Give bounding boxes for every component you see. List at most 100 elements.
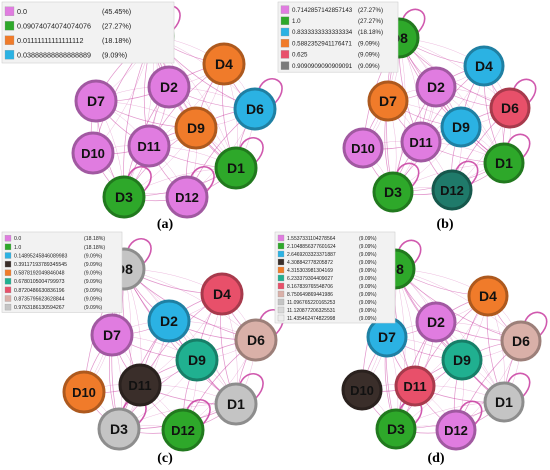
legend-item: 0.14895245846089983 (9.09%) [4,252,102,259]
legend-swatch [280,39,290,48]
legend-value: 1.5537331104278564 [287,236,336,242]
node-label: D9 [187,120,205,136]
node-d11: D11 [394,365,436,407]
node-circle [127,124,171,168]
legend-value: 0.8720486630836196 [14,288,65,294]
node-label: D2 [427,79,445,95]
legend-value: 4.308842778205872 [287,260,333,266]
legend-percent: (27.27%) [358,18,383,25]
legend-percent: (27.27%) [102,21,131,30]
node-label: D3 [384,184,402,200]
legend-item: 2.6469203323371887 (9.09%) [277,250,377,258]
node-circle [214,146,258,190]
self-loop-d6 [258,78,283,104]
legend-value: 0.14895245846089983 [14,253,67,259]
legend-item: 11.096765220165253 (9.09%) [277,298,377,306]
panel-label: (d) [427,451,444,466]
node-circle [375,408,417,450]
legend-value: 0.5878192049846048 [14,271,65,277]
edge-d1-d8 [394,268,505,403]
node-label: D10 [350,383,374,398]
legend-value: 0.03888888888888889 [17,50,91,59]
node-label: D4 [479,288,497,304]
node-d10: D10 [71,131,115,175]
node-label: D3 [115,189,133,205]
legend-item: 0.5878192049846048 (9.09%) [4,269,102,277]
node-d12: D12 [161,408,205,452]
node-d12: D12 [431,169,473,211]
legend: 1.5537331104278564 (9.09%)2.1048856377601… [274,231,396,324]
node-label: D4 [213,286,231,302]
legend-value: 0.0 [14,236,21,242]
node-circle [147,299,191,343]
legend-percent: (9.09%) [102,50,127,59]
node-circle [161,408,205,452]
node-d4: D4 [467,275,509,317]
legend-box [1,231,123,313]
node-label: D6 [512,333,530,349]
node-d9: D9 [440,106,482,148]
self-loop-d8 [402,8,426,33]
node-circle [489,87,531,129]
legend-value: 1.0 [292,18,301,25]
legend-item: 0.01111111111111112 (18.18%) [4,35,131,45]
legend-item: 0.6780105004799973 (9.09%) [4,278,102,285]
legend-value: 8.750649869441986 [287,292,333,298]
node-d3: D3 [102,175,146,219]
legend-percent: (18.18%) [84,236,105,242]
node-d1: D1 [483,142,525,184]
node-d10: D10 [62,370,106,414]
node-d7: D7 [90,313,134,357]
node-circle [341,369,383,411]
node-circle [483,381,525,423]
node-d3: D3 [375,408,417,450]
legend-swatch [4,50,15,60]
node-label: D1 [227,160,245,176]
node-d4: D4 [202,42,246,86]
legend-item: 0.7142857142857143 (27.27%) [280,5,383,14]
legend-box [274,231,396,324]
legend-percent: (9.09%) [84,305,102,311]
node-d9: D9 [441,339,483,381]
node-d1: D1 [214,382,258,426]
legend-swatch [280,16,290,25]
node-d11: D11 [118,363,162,407]
node-circle [440,106,482,148]
node-d7: D7 [366,316,408,358]
legend-swatch [4,35,15,45]
node-d9: D9 [175,338,219,382]
legend: 0.7142857142857143 (27.27%) 1.0 (27.27%) 0.8… [277,1,399,73]
panel-a: D8D4D7D2D6D9D10D11D1D3D120.0(45.45%)0.09… [1,1,283,232]
legend-swatch [277,250,285,258]
node-circle [483,142,525,184]
self-loop-d3 [127,166,152,192]
self-loop-d12 [455,160,479,185]
legend-percent: (9.09%) [359,276,377,282]
legend-item: 0.0 (18.18%) [4,235,105,242]
node-d6: D6 [489,87,531,129]
panel-label: (c) [157,451,173,466]
node-circle [435,409,477,451]
legend-value: 0.5882352941176471 [292,40,352,47]
legend-item: 0.8720486630836196 (9.09%) [4,286,102,294]
legend-box [277,1,399,73]
legend-value: 4.315303981304169 [287,268,333,274]
node-label: D10 [81,146,105,161]
legend-value: 0.6780105004799973 [14,279,65,285]
node-d10: D10 [341,369,383,411]
node-label: D1 [495,394,513,410]
node-circle [74,79,118,123]
node-d4: D4 [463,45,505,87]
self-loop-d3 [396,162,420,187]
node-label: D9 [452,119,470,135]
self-loop-d1 [239,373,264,399]
node-d1: D1 [483,381,525,423]
legend-value: 0.0 [17,7,27,16]
node-circle [102,175,146,219]
node-label: D4 [215,56,233,72]
legend-value: 0.8735795623628844 [14,296,65,302]
node-label: D11 [409,135,432,150]
legend-percent: (18.18%) [84,245,105,251]
node-label: D2 [427,314,445,330]
